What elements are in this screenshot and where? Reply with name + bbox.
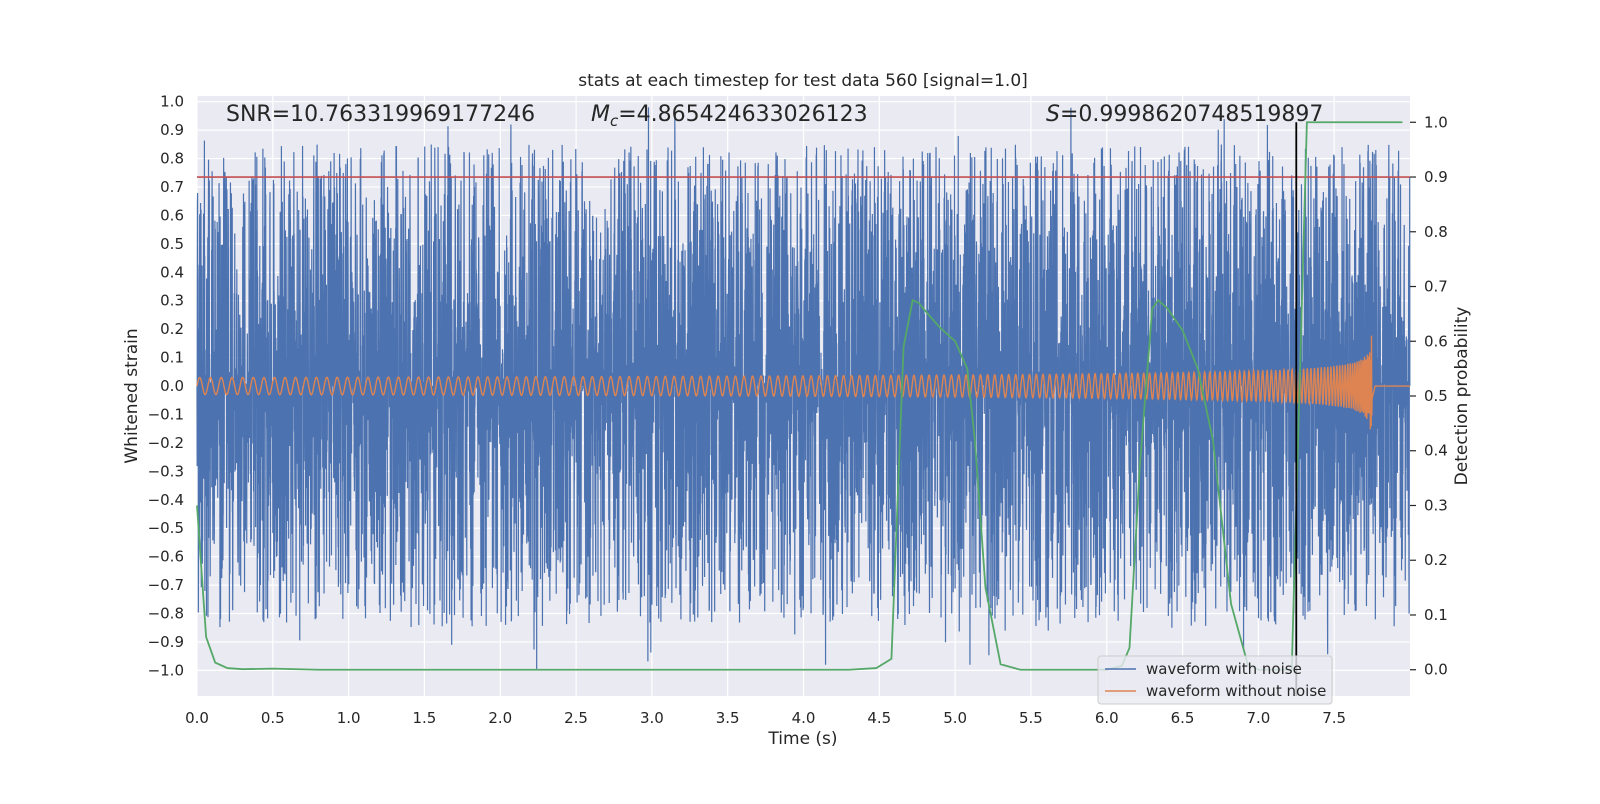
- x-tick-label: 0.5: [261, 709, 285, 727]
- x-axis-label: Time (s): [767, 729, 837, 749]
- y-left-tick-label: 0.5: [160, 235, 184, 253]
- y-left-tick-label: −0.8: [148, 605, 184, 623]
- x-tick-label: 2.0: [488, 709, 512, 727]
- y-left-tick-label: −1.0: [148, 661, 184, 679]
- y-right-tick-label: 0.3: [1424, 496, 1448, 514]
- legend-label-clean: waveform without noise: [1146, 682, 1326, 700]
- y-left-tick-label: 0.9: [160, 121, 184, 139]
- chirp-mass-annotation: Mc=4.865424633026123: [591, 102, 868, 130]
- y-right-tick-label: 0.0: [1424, 661, 1448, 679]
- clean-waveform-series: [196, 335, 1410, 430]
- y-right-tick-label: 0.2: [1424, 551, 1448, 569]
- y-left-tick-label: 1.0: [160, 93, 184, 111]
- y-left-tick-label: −0.7: [148, 576, 184, 594]
- score-value: =0.9998620748519897: [1060, 102, 1323, 127]
- legend: waveform with noise waveform without noi…: [1097, 655, 1333, 705]
- y-left-tick-label: 0.4: [160, 263, 184, 281]
- legend-frame: [1097, 655, 1333, 705]
- axes: 0.0 0.5 1.0 1.5 2.0 2.5 3.0 3.5 4.0 4.5 5.0 5.5 6.0 6…: [148, 93, 1448, 727]
- x-tick-label: 1.5: [413, 709, 437, 727]
- y-left-tick-label: 0.3: [160, 292, 184, 310]
- x-tick-label: 3.5: [716, 709, 740, 727]
- x-tick-label: 4.0: [792, 709, 816, 727]
- y-left-tick-label: 0.1: [160, 349, 184, 367]
- y-right-tick-label: 0.7: [1424, 278, 1448, 296]
- y-left-tick-label: 0.7: [160, 178, 184, 196]
- y-left-tick-label: −0.9: [148, 633, 184, 651]
- y-left-tick-label: 0.2: [160, 320, 184, 338]
- y-right-tick-label: 0.5: [1424, 387, 1448, 405]
- x-tick-label: 1.0: [337, 709, 361, 727]
- y-left-tick-label: −0.3: [148, 462, 184, 480]
- y-axis-left-label: Whitened strain: [122, 328, 142, 463]
- y-right-tick-label: 0.1: [1424, 606, 1448, 624]
- y-left-tick-label: 0.0: [160, 377, 184, 395]
- y-right-tick-label: 0.6: [1424, 332, 1448, 350]
- y-left-tick-label: 0.8: [160, 150, 184, 168]
- x-tick-label: 5.5: [1019, 709, 1043, 727]
- chirp-mass-value: =4.865424633026123: [618, 102, 867, 127]
- x-tick-label: 6.5: [1171, 709, 1195, 727]
- y-axis-right-label: Detection probability: [1452, 307, 1472, 486]
- y-right-tick-label: 1.0: [1424, 113, 1448, 131]
- noise-waveform-line: [196, 107, 1411, 671]
- x-tick-label: 4.5: [867, 709, 891, 727]
- x-tick-label: 6.0: [1095, 709, 1119, 727]
- x-tick-label: 7.5: [1322, 709, 1346, 727]
- y-left-tick-label: −0.5: [148, 519, 184, 537]
- y-left-tick-label: −0.6: [148, 548, 184, 566]
- y-left-tick-label: 0.6: [160, 206, 184, 224]
- score-annotation: S=0.9998620748519897: [1046, 102, 1323, 127]
- noise-waveform-series: [196, 107, 1411, 671]
- legend-label-noise: waveform with noise: [1146, 660, 1302, 678]
- x-tick-label: 3.0: [640, 709, 664, 727]
- chirp-mass-subscript: c: [610, 112, 619, 130]
- y-right-tick-label: 0.4: [1424, 442, 1448, 460]
- chirp-mass-symbol: M: [591, 102, 610, 127]
- x-tick-label: 0.0: [185, 709, 209, 727]
- y-left-tick-label: −0.1: [148, 405, 184, 423]
- score-symbol: S: [1046, 102, 1060, 127]
- y-left-tick-label: −0.4: [148, 491, 184, 509]
- y-right-tick-label: 0.8: [1424, 223, 1448, 241]
- snr-annotation: SNR=10.763319969177246: [226, 102, 535, 127]
- x-tick-label: 2.5: [564, 709, 588, 727]
- x-tick-label: 5.0: [943, 709, 967, 727]
- x-tick-label: 7.0: [1246, 709, 1270, 727]
- chart-title: stats at each timestep for test data 560…: [578, 71, 1028, 91]
- y-right-tick-label: 0.9: [1424, 168, 1448, 186]
- clean-waveform-line: [196, 335, 1410, 430]
- y-left-tick-label: −0.2: [148, 434, 184, 452]
